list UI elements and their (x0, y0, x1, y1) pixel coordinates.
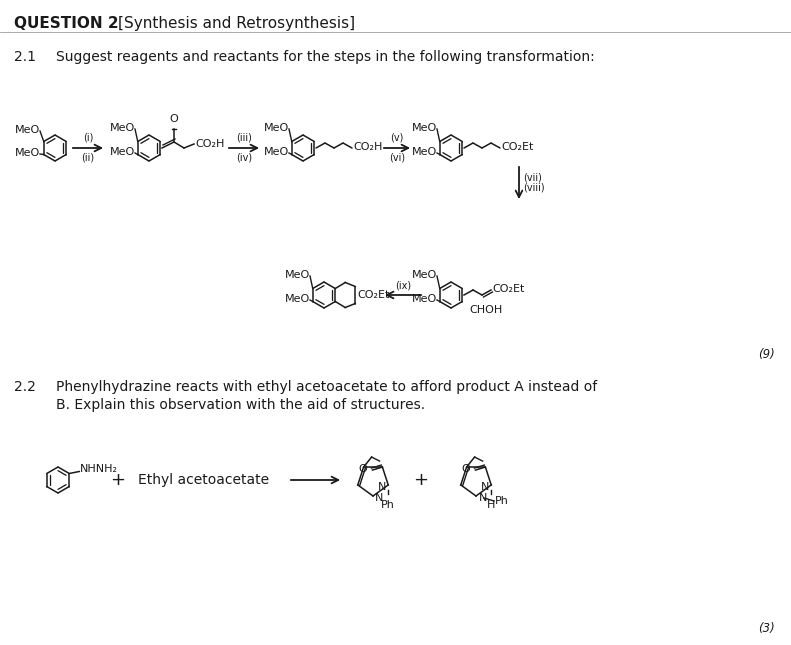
Text: (vi): (vi) (389, 153, 405, 163)
Text: [Synthesis and Retrosynthesis]: [Synthesis and Retrosynthesis] (118, 16, 355, 31)
Text: (9): (9) (759, 348, 775, 361)
Text: MeO: MeO (110, 147, 135, 157)
Text: CO₂Et: CO₂Et (501, 142, 533, 152)
Text: MeO: MeO (15, 148, 40, 158)
Text: N: N (479, 493, 487, 503)
Text: Suggest reagents and reactants for the steps in the following transformation:: Suggest reagents and reactants for the s… (56, 50, 595, 64)
Text: CHOH: CHOH (470, 305, 503, 315)
Text: +: + (111, 471, 126, 489)
Text: NHNH₂: NHNH₂ (80, 464, 119, 475)
Text: Ph: Ph (381, 500, 396, 510)
Text: Phenylhydrazine reacts with ethyl acetoacetate to afford product A instead of: Phenylhydrazine reacts with ethyl acetoa… (56, 380, 597, 394)
Text: Ethyl acetoacetate: Ethyl acetoacetate (138, 473, 269, 487)
Text: N: N (375, 493, 384, 503)
Text: CO₂H: CO₂H (195, 139, 225, 149)
Text: (viii): (viii) (523, 183, 545, 193)
Text: MeO: MeO (412, 123, 437, 133)
Text: (iii): (iii) (236, 133, 252, 143)
Text: B. Explain this observation with the aid of structures.: B. Explain this observation with the aid… (56, 398, 425, 412)
Text: H: H (487, 500, 495, 510)
Text: O: O (462, 464, 471, 474)
Text: 2.2: 2.2 (14, 380, 36, 394)
Text: (3): (3) (759, 622, 775, 635)
Text: MeO: MeO (412, 294, 437, 304)
Text: 2.1: 2.1 (14, 50, 36, 64)
Text: (i): (i) (83, 133, 93, 143)
Text: O: O (169, 114, 179, 124)
Text: Ph: Ph (495, 496, 509, 506)
Text: N: N (378, 482, 386, 492)
Text: MeO: MeO (285, 294, 310, 304)
Text: CO₂H: CO₂H (353, 142, 382, 152)
Text: MeO: MeO (263, 147, 289, 157)
Text: (ix): (ix) (395, 280, 411, 290)
Text: QUESTION 2: QUESTION 2 (14, 16, 119, 31)
Text: (v): (v) (390, 133, 403, 143)
Text: N: N (481, 482, 489, 492)
Text: CO₂Et: CO₂Et (492, 284, 524, 294)
Text: CO₂Et: CO₂Et (358, 290, 390, 300)
Text: (vii): (vii) (523, 173, 542, 183)
Text: O: O (358, 464, 367, 474)
Text: +: + (414, 471, 429, 489)
Text: (iv): (iv) (236, 153, 252, 163)
Text: MeO: MeO (110, 123, 135, 133)
Text: MeO: MeO (263, 123, 289, 133)
Text: (ii): (ii) (81, 153, 95, 163)
Text: MeO: MeO (15, 125, 40, 135)
Text: MeO: MeO (412, 270, 437, 280)
Text: MeO: MeO (285, 270, 310, 280)
Text: MeO: MeO (412, 147, 437, 157)
